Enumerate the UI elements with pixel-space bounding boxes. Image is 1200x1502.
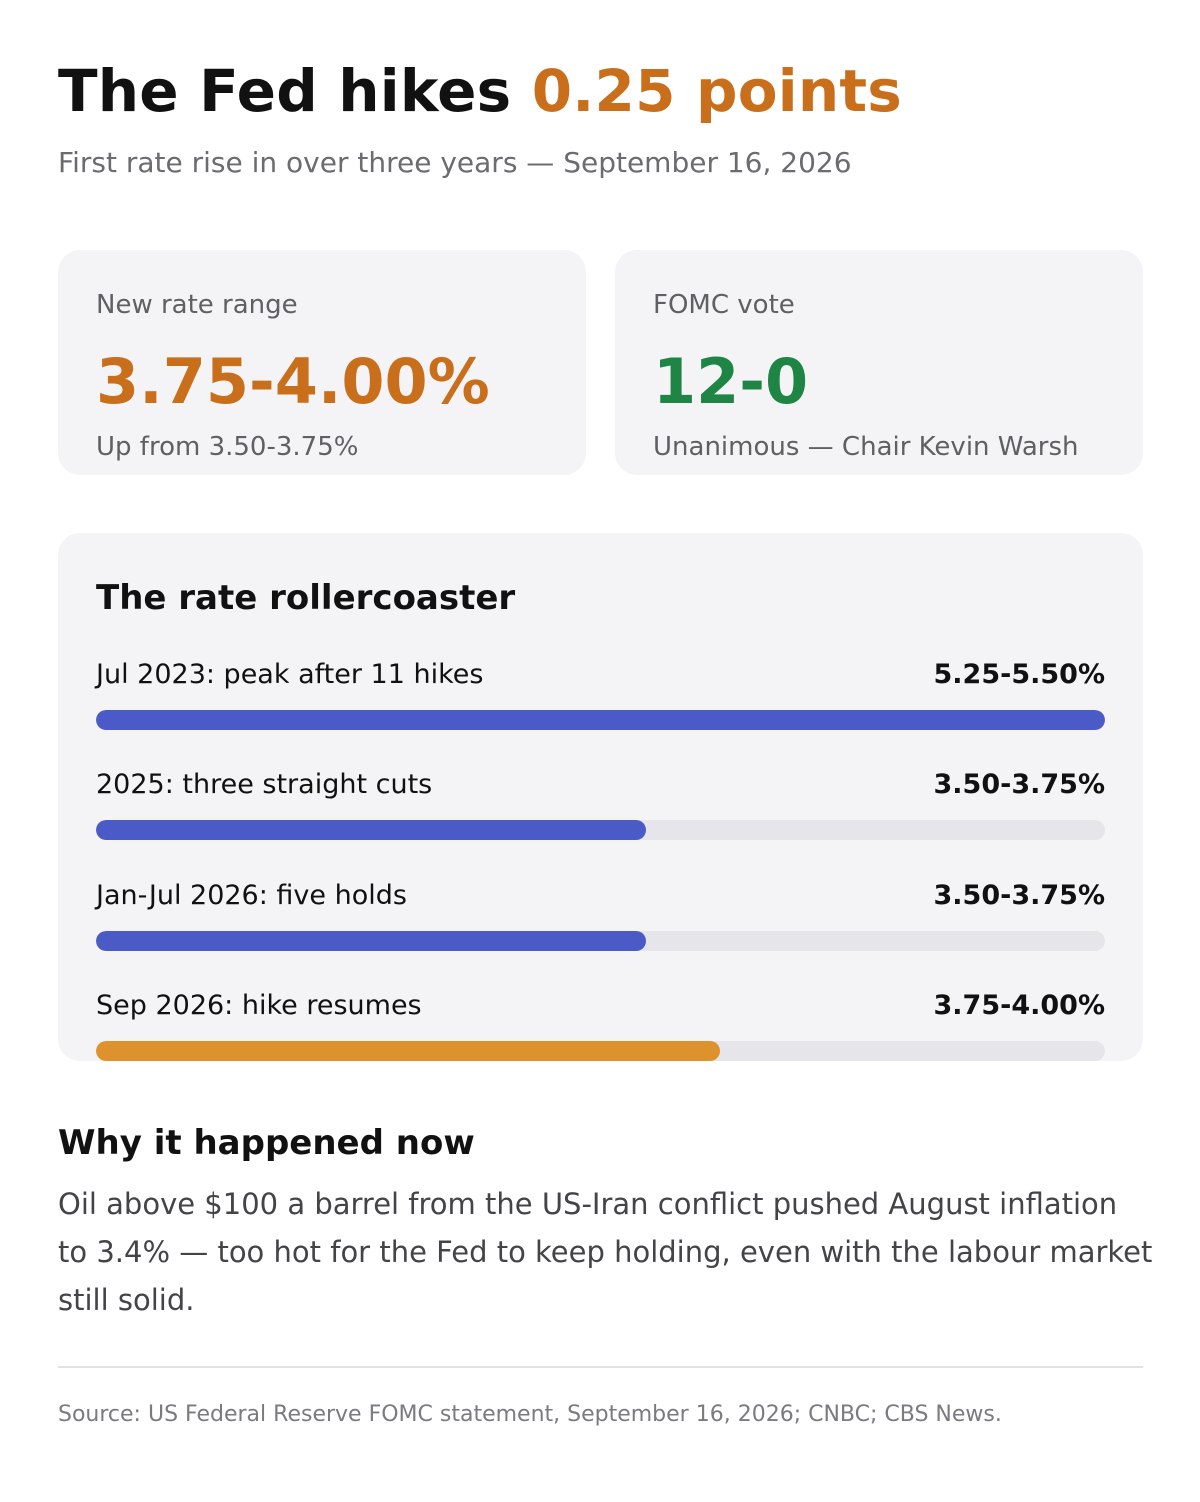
- why-body-text: Oil above $100 a barrel from the US-Iran…: [58, 1187, 1153, 1317]
- bar-row: Jul 2023: peak after 11 hikes 5.25-5.50%: [96, 657, 1105, 747]
- bar: [96, 710, 1105, 730]
- bar-label: Sep 2026: hike resumes: [96, 990, 422, 1021]
- fomc-vote-card: FOMC vote 12-0 Unanimous — Chair Kevin W…: [615, 250, 1143, 475]
- bar-label: 2025: three straight cuts: [96, 769, 433, 800]
- bar-row: 2025: three straight cuts 3.50-3.75%: [96, 767, 1105, 857]
- rate-range-card: New rate range 3.75-4.00% Up from 3.50-3…: [58, 250, 586, 475]
- fomc-vote-value: 12-0: [653, 345, 809, 418]
- chart-title: The rate rollercoaster: [96, 578, 516, 618]
- title-prefix: The Fed hikes: [58, 57, 532, 125]
- page-title: The Fed hikes 0.25 points: [58, 58, 902, 124]
- bar-track: [96, 931, 1105, 951]
- bar: [96, 1041, 720, 1061]
- bar-value-label: 3.50-3.75%: [933, 769, 1106, 800]
- bar-value-label: 3.50-3.75%: [933, 880, 1106, 911]
- bar-row: Sep 2026: hike resumes 3.75-4.00%: [96, 988, 1105, 1061]
- bar: [96, 820, 646, 840]
- bar-value-label: 5.25-5.50%: [933, 659, 1106, 690]
- title-accent: 0.25 points: [531, 57, 903, 125]
- bar-label: Jul 2023: peak after 11 hikes: [96, 659, 484, 690]
- fomc-vote-label: FOMC vote: [653, 290, 795, 320]
- rate-range-value: 3.75-4.00%: [96, 345, 490, 418]
- source-note: Source: US Federal Reserve FOMC statemen…: [58, 1402, 1002, 1427]
- bar-label: Jan-Jul 2026: five holds: [96, 880, 407, 911]
- why-heading: Why it happened now: [58, 1123, 475, 1163]
- bar-track: [96, 1041, 1105, 1061]
- rate-chart-card: The rate rollercoaster Jul 2023: peak af…: [58, 533, 1143, 1061]
- bar: [96, 931, 646, 951]
- bar-track: [96, 710, 1105, 730]
- bar-value-label: 3.75-4.00%: [933, 990, 1106, 1021]
- bar-row: Jan-Jul 2026: five holds 3.50-3.75%: [96, 878, 1105, 968]
- rate-range-label: New rate range: [96, 290, 298, 320]
- bar-track: [96, 820, 1105, 840]
- rate-range-note: Up from 3.50-3.75%: [96, 432, 359, 462]
- fomc-vote-note: Unanimous — Chair Kevin Warsh: [653, 432, 1079, 462]
- divider: [58, 1366, 1143, 1368]
- page-subtitle: First rate rise in over three years — Se…: [58, 146, 852, 179]
